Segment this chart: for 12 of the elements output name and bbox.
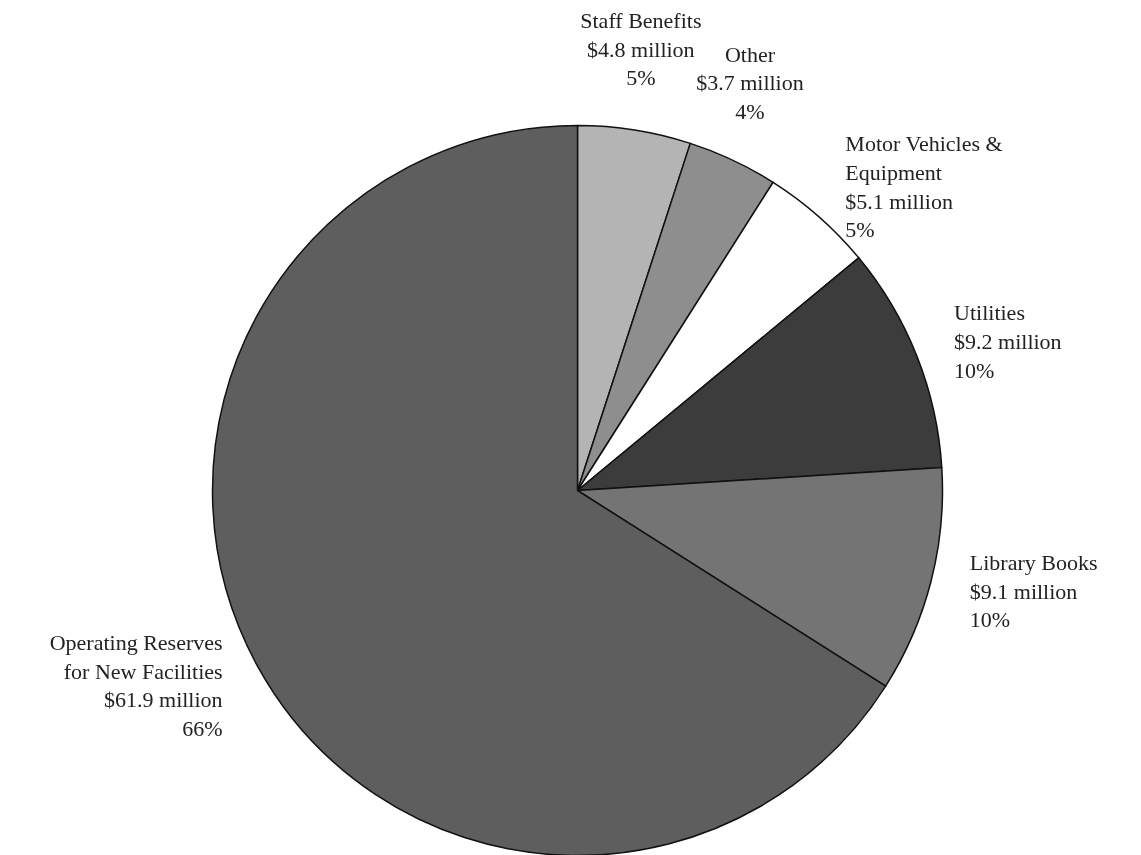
data-label: $9.2 million 10% [954, 328, 1062, 383]
slice-label: Operating Reserves for New Facilities [49, 629, 223, 684]
data-label: $9.1 million 10% [969, 578, 1078, 633]
data-label: $4.8 million 5% [587, 36, 695, 91]
slice-label: Motor Vehicles & Equipment [845, 131, 1003, 185]
data-label: $3.7 million 4% [696, 70, 804, 125]
slice-label: Utilities [954, 300, 1025, 326]
slice-label: Staff Benefits [580, 7, 702, 33]
data-label: $61.9 million 66% [104, 687, 223, 742]
slice-label: Other [724, 41, 776, 67]
slice-label: Library Books [969, 549, 1098, 575]
data-label: $5.1 million 5% [845, 188, 953, 243]
